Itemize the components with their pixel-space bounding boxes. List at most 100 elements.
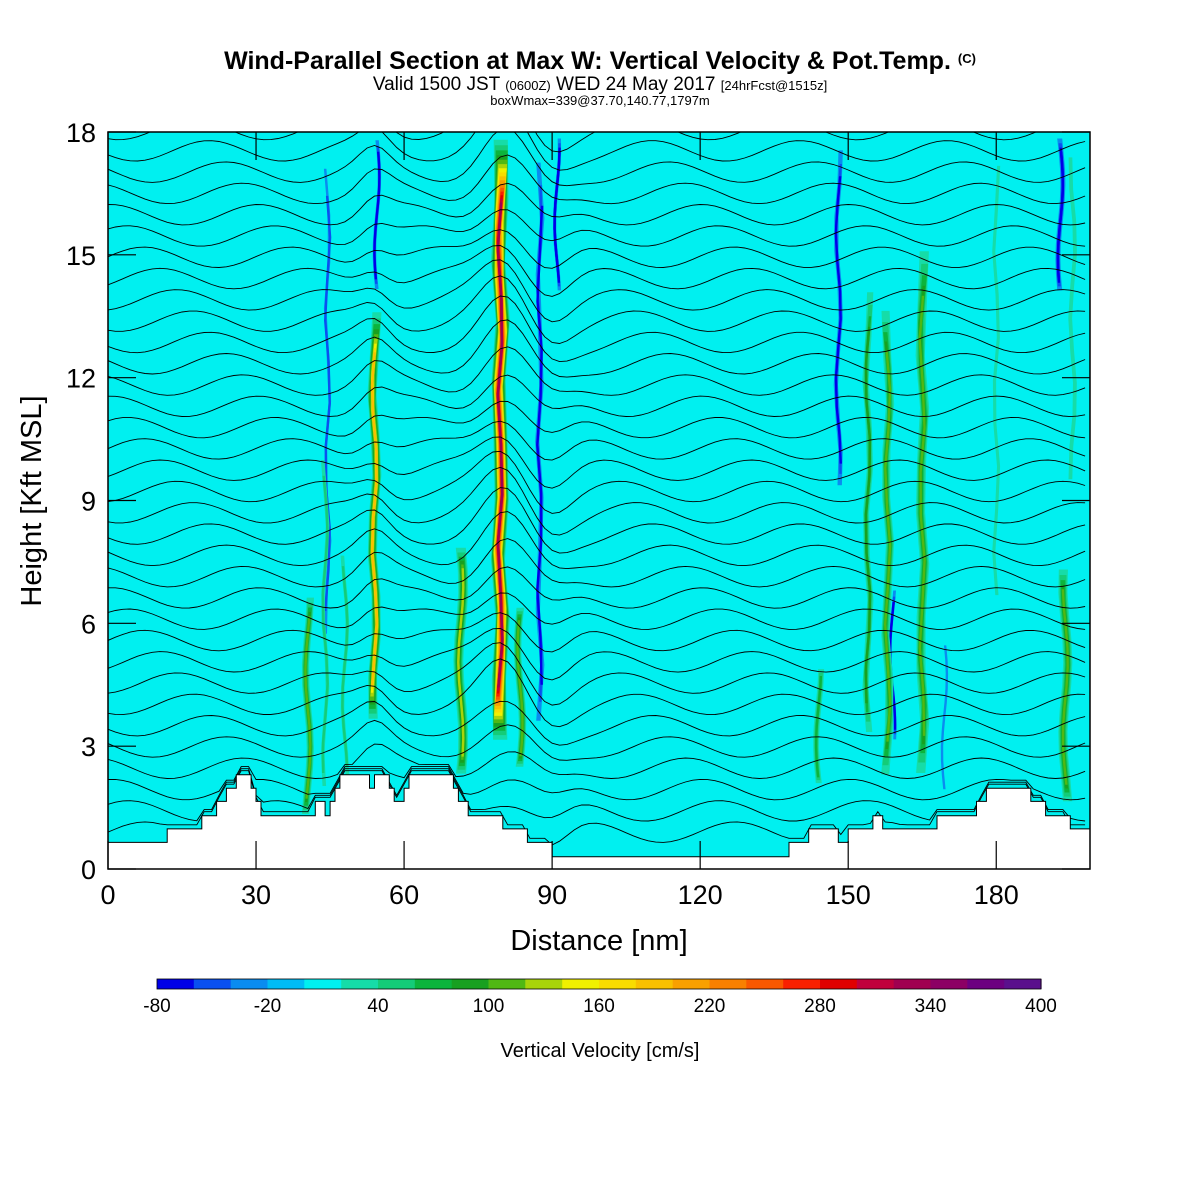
isentrope-line — [108, 538, 1086, 588]
colorbar-tick-label: 160 — [583, 996, 615, 1017]
isentrope-line — [108, 743, 1086, 779]
valid-time-label: Valid 1500 JST — [373, 74, 501, 95]
isentrope-line — [108, 719, 1086, 761]
valid-date-label: WED 24 May 2017 — [556, 74, 715, 95]
isentrope-line — [108, 466, 1086, 536]
colorbar-swatch — [488, 979, 526, 989]
isentrope-line — [108, 374, 1086, 418]
downdraft-contour-band — [536, 205, 544, 685]
colorbar-swatch — [267, 979, 305, 989]
isentrope-line — [108, 450, 1086, 514]
x-axis-ticks: 0 30 60 90 120 150 180 — [100, 132, 1019, 910]
colorbar-tick-label: 400 — [1025, 996, 1057, 1017]
colorbar-swatch — [525, 979, 563, 989]
updraft-contour-band — [321, 475, 329, 773]
isentrope-line — [108, 566, 1086, 609]
downdraft-contour-band — [1056, 151, 1064, 280]
isentrope-line — [108, 132, 1038, 153]
isentrope-line — [108, 346, 1086, 396]
isentrope-line — [108, 229, 1086, 269]
y-axis-ticks: 0 3 6 9 12 15 18 — [66, 118, 1090, 885]
y-tick-label: 6 — [81, 609, 96, 639]
y-tick-label: 15 — [66, 241, 96, 271]
colorbar-swatch — [414, 979, 453, 989]
isentrope-line — [108, 592, 1086, 630]
y-tick-label: 0 — [81, 855, 96, 885]
box-wmax-label: boxWmax=339@37.70,140.77,1797m — [490, 93, 710, 108]
colorbar-swatch — [193, 979, 232, 989]
isentrope-line — [108, 182, 1086, 226]
colorbar-tick-label: 100 — [473, 996, 505, 1017]
isentrope-line — [108, 319, 1086, 378]
isentrope-line — [108, 770, 1086, 846]
updraft-contour-band — [496, 202, 504, 688]
updraft-contour-band — [516, 620, 524, 757]
colorbar-swatch — [672, 979, 711, 989]
downdraft-contour-band — [940, 645, 949, 790]
updraft-contour-band — [814, 676, 823, 778]
colorbar-tick-label: -80 — [143, 996, 170, 1017]
x-tick-label: 90 — [537, 880, 567, 910]
isentrope-line — [108, 436, 1086, 489]
colorbar-swatch — [1004, 979, 1042, 989]
utc-time-label: (0600Z) — [505, 78, 551, 93]
downdraft-contour-band — [888, 602, 897, 730]
updraft-contour-band — [882, 322, 894, 766]
colorbar: -80 -20 40 100 160 220 280 340 400 — [143, 978, 1057, 1017]
isentrope-line — [108, 420, 1086, 461]
x-axis-label: Distance [nm] — [510, 925, 687, 957]
colorbar-swatch — [856, 979, 895, 989]
plot-area — [108, 132, 1090, 869]
isentrope-line — [108, 275, 1086, 344]
colorbar-tick-label: 40 — [367, 996, 388, 1017]
y-tick-label: 12 — [66, 364, 96, 394]
potential-temperature-contours — [108, 132, 1086, 846]
colorbar-swatch — [562, 979, 600, 989]
updraft-contour-band — [1061, 589, 1069, 785]
colorbar-swatch — [930, 979, 968, 989]
downdraft-contour-band — [834, 176, 842, 464]
isentrope-line — [108, 209, 1086, 247]
y-axis-label: Height [Kft MSL] — [16, 395, 48, 606]
colorbar-swatch — [230, 979, 269, 989]
chart-title-main: Wind-Parallel Section at Max W: Vertical… — [224, 47, 951, 75]
colorbar-swatch — [378, 979, 416, 989]
colorbar-swatch — [599, 979, 637, 989]
updraft-contour-band — [457, 568, 465, 757]
y-tick-label: 9 — [81, 487, 96, 517]
colorbar-swatch — [746, 979, 784, 989]
colorbar-swatch — [451, 979, 490, 989]
updraft-contour-band — [370, 352, 379, 686]
isentrope-line — [108, 295, 1086, 363]
colorbar-swatch — [893, 979, 932, 989]
chart-subtitle: Valid 1500 JST (0600Z) WED 24 May 2017 [… — [373, 74, 827, 95]
colorbar-frame — [156, 978, 1042, 990]
y-tick-label: 3 — [81, 732, 96, 762]
isentrope-line — [108, 612, 1086, 653]
isentrope-line — [108, 259, 1086, 323]
x-tick-label: 180 — [974, 880, 1019, 910]
downdraft-contour-band — [373, 151, 381, 280]
isentrope-line — [108, 400, 1086, 439]
isentrope-line — [108, 766, 1086, 801]
x-tick-label: 30 — [241, 880, 271, 910]
isentrope-line — [108, 511, 1086, 570]
updraft-contour-band — [883, 332, 893, 757]
colorbar-tick-label: 220 — [694, 996, 726, 1017]
isentrope-line — [108, 642, 1086, 706]
isentrope-line — [108, 658, 1086, 728]
isentrope-line — [108, 768, 1086, 822]
updraft-contour-band — [992, 165, 1001, 596]
colorbar-tick-label: -20 — [254, 996, 281, 1017]
colorbar-swatch — [967, 979, 1005, 989]
isentrope-line — [108, 628, 1086, 681]
updraft-contour-band — [1068, 157, 1077, 480]
isentrope-line — [108, 154, 1086, 205]
isentrope-line — [108, 132, 1086, 187]
isentrope-line — [108, 132, 1086, 171]
updraft-contour-band — [884, 350, 892, 742]
colorbar-label: Vertical Velocity [cm/s] — [501, 1040, 700, 1062]
chart-title: Wind-Parallel Section at Max W: Vertical… — [224, 47, 976, 75]
x-tick-label: 0 — [100, 880, 115, 910]
colorbar-swatch — [820, 979, 858, 989]
